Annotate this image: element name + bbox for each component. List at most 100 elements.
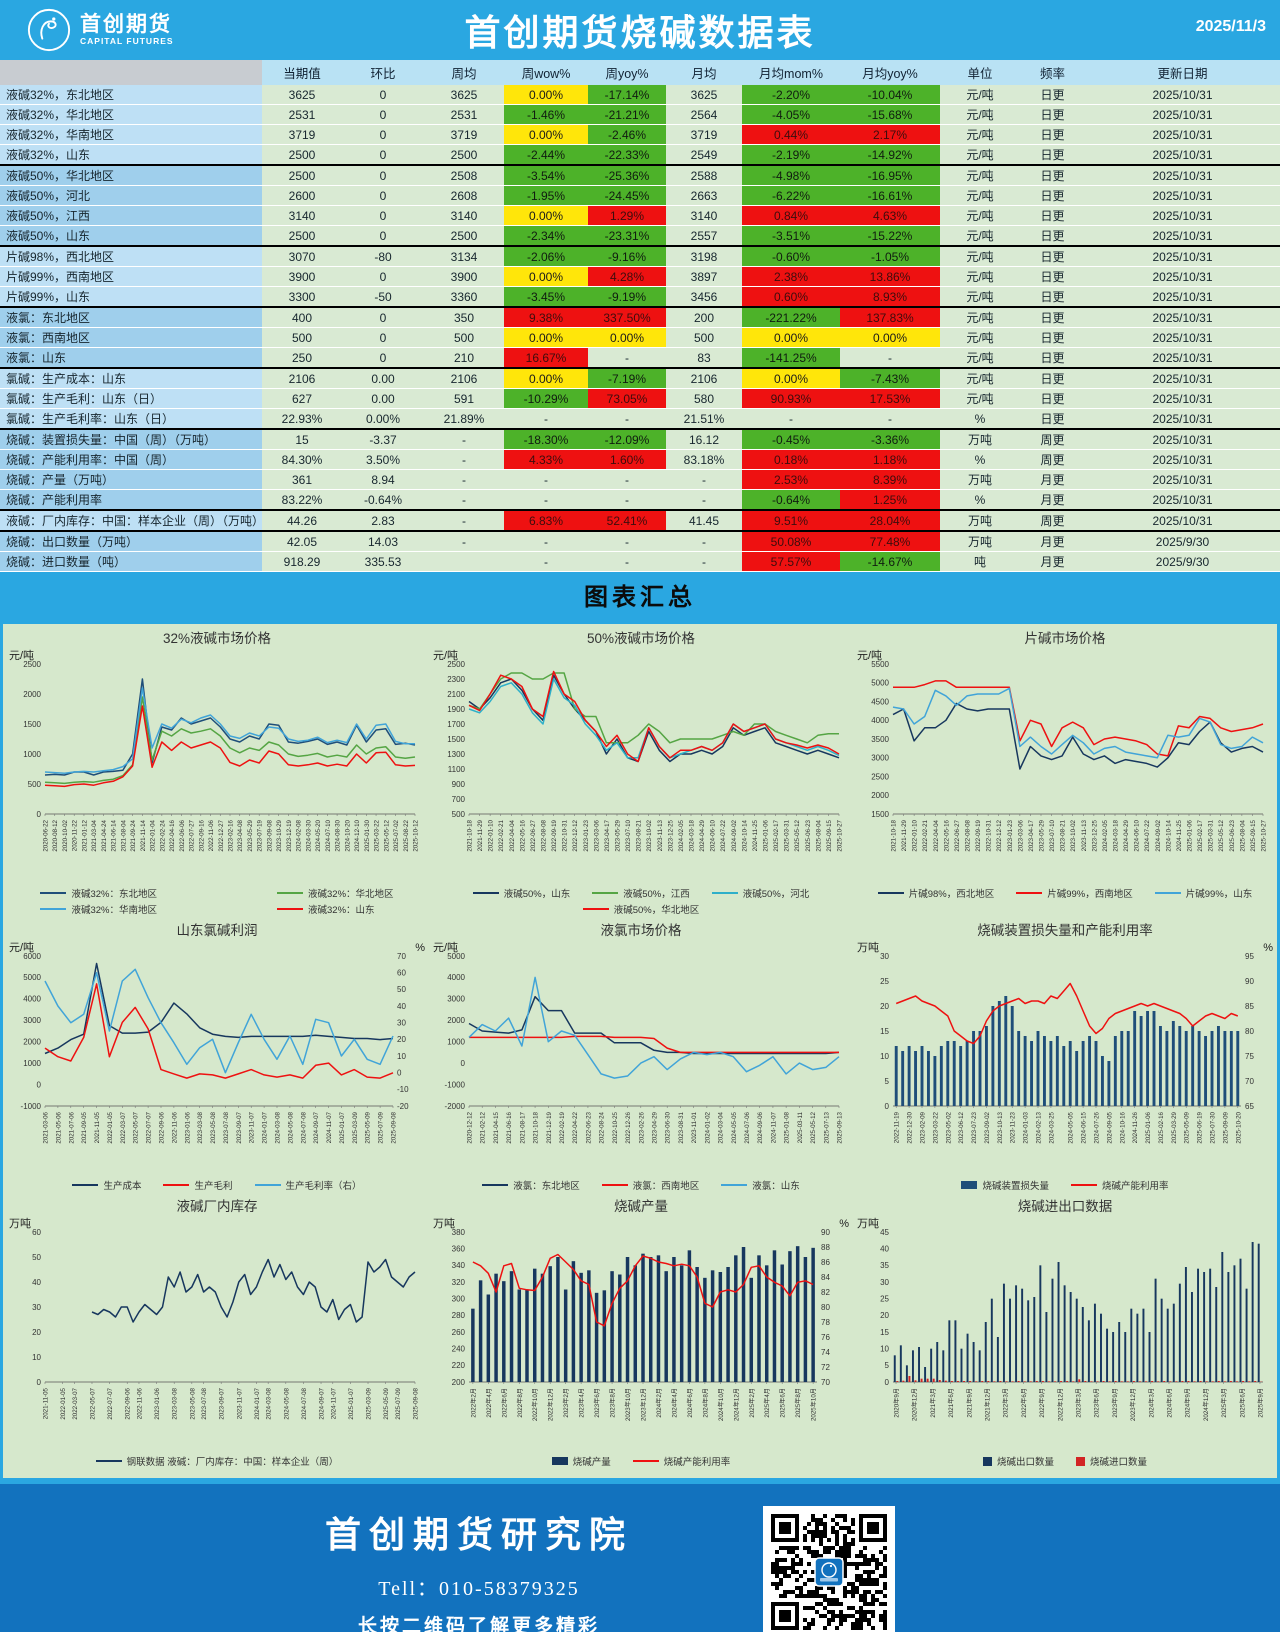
legend-label: 钢联数据 液碱：厂内库存：中国：样本企业（周） (126, 1457, 339, 1468)
table-cell: 44.26 (262, 510, 342, 532)
svg-text:2022-12-26: 2022-12-26 (625, 1111, 632, 1143)
svg-text:2020-10-02: 2020-10-02 (62, 819, 69, 851)
legend-item: 液碱32%：山东 (277, 902, 394, 916)
table-cell: 2500 (262, 165, 342, 186)
legend-item: 液氯：山东 (721, 1178, 800, 1192)
table-cell: 日更 (1020, 388, 1085, 409)
svg-text:1100: 1100 (448, 765, 466, 774)
table-cell: 2025/10/31 (1085, 185, 1280, 206)
chart-title: 烧碱产量 (614, 1199, 668, 1214)
svg-text:元/吨: 元/吨 (9, 941, 34, 954)
svg-text:2025-10-20: 2025-10-20 (1235, 1111, 1242, 1143)
svg-text:30: 30 (880, 952, 889, 961)
table-cell: - (840, 408, 940, 430)
svg-text:-1000: -1000 (445, 1080, 466, 1089)
table-cell: - (588, 408, 666, 430)
svg-text:700: 700 (452, 795, 466, 804)
chart-4: 山东氯碱利润 元/吨% -1000 0 1000 2000 3000 4000 5000 6000… (5, 922, 429, 1192)
table-cell: 2025/10/31 (1085, 205, 1280, 226)
table-cell: 0.18% (742, 449, 840, 470)
legend-label: 生产毛利 (194, 1181, 233, 1192)
svg-text:95: 95 (1245, 952, 1254, 961)
svg-text:2021-09-24: 2021-09-24 (130, 819, 137, 851)
svg-text:5000: 5000 (447, 952, 465, 961)
table-cell: 日更 (1020, 408, 1085, 430)
svg-text:2023-09-07: 2023-09-07 (219, 1387, 226, 1419)
svg-text:2021-11-14: 2021-11-14 (140, 819, 147, 851)
swan-logo-icon (27, 8, 71, 52)
svg-text:2023-08-21: 2023-08-21 (636, 819, 643, 851)
svg-text:2024-03-08: 2024-03-08 (275, 1111, 282, 1143)
svg-text:2024-03-04: 2024-03-04 (718, 1111, 725, 1143)
chart-title: 片碱市场价格 (1024, 631, 1106, 646)
table-cell: 0.00% (840, 327, 940, 348)
svg-text:2025-01-06: 2025-01-06 (1145, 1111, 1152, 1143)
footer-tel: Tell：010-58379325 (378, 1578, 580, 1600)
svg-text:2023年10月: 2023年10月 (624, 1388, 632, 1421)
table-cell: 日更 (1020, 144, 1085, 166)
svg-text:元/吨: 元/吨 (433, 941, 458, 954)
svg-text:80: 80 (821, 1303, 830, 1312)
table-cell: 3140 (666, 205, 742, 226)
svg-text:2021-05-06: 2021-05-06 (55, 1111, 62, 1143)
legend-label: 片碱98%，西北地区 (908, 889, 995, 900)
table-cell: 日更 (1020, 205, 1085, 226)
legend-item: 烧碱进口数量 (1076, 1454, 1147, 1468)
svg-text:500: 500 (452, 810, 466, 819)
svg-text:4000: 4000 (447, 973, 465, 982)
svg-text:2022-01-05: 2022-01-05 (60, 1387, 67, 1419)
svg-text:2024-07-08: 2024-07-08 (301, 1387, 308, 1419)
footer-banner: 首创期货研究院 Tell：010-58379325 长按二维码了解更多精彩 (0, 1484, 1280, 1632)
svg-text:86: 86 (821, 1258, 830, 1267)
svg-text:2024年8月: 2024年8月 (701, 1388, 709, 1418)
svg-text:2023-12-25: 2023-12-25 (1091, 819, 1098, 851)
svg-text:2023年2月: 2023年2月 (562, 1388, 570, 1418)
table-cell: 0.00% (504, 124, 588, 145)
svg-text:2023-03-06: 2023-03-06 (1017, 819, 1024, 851)
svg-text:2025-03-11: 2025-03-11 (797, 1111, 804, 1143)
svg-text:2025-05-12: 2025-05-12 (794, 819, 801, 851)
table-cell: 14.03 (342, 531, 424, 552)
chart-legend: 液碱50%，山东 液碱50%，江西 液碱50%，河北 液碱50%，华北地区 (429, 886, 853, 916)
table-cell: 0.00% (588, 327, 666, 348)
svg-text:2022年12月: 2022年12月 (547, 1388, 555, 1421)
table-cell: 83.22% (262, 489, 342, 511)
chart-title: 50%液碱市场价格 (586, 631, 696, 646)
svg-text:2024-11-07: 2024-11-07 (770, 1111, 777, 1143)
svg-text:260: 260 (452, 1328, 466, 1337)
svg-text:2022-01-10: 2022-01-10 (488, 819, 495, 851)
table-cell: -0.45% (742, 429, 840, 450)
svg-text:2025年3月: 2025年3月 (1220, 1388, 1228, 1418)
chart-svg: 元/吨 500 700 900 1100 1300 1500 1700 1900 2100 2300… (433, 649, 844, 852)
svg-text:2021-11-05: 2021-11-05 (94, 1111, 101, 1143)
table-cell: -3.54% (504, 165, 588, 186)
svg-text:2022-11-19: 2022-11-19 (894, 1111, 901, 1143)
svg-text:2023-07-10: 2023-07-10 (625, 819, 632, 851)
svg-text:2021-04-24: 2021-04-24 (101, 819, 108, 851)
chart-svg: 万吨 0 10 20 30 40 50 60 2021-11-05 2022-01-05 2022-… (9, 1217, 420, 1420)
svg-text:40: 40 (32, 1278, 41, 1287)
svg-text:-1000: -1000 (21, 1102, 42, 1111)
legend-label: 液氯：西南地区 (632, 1181, 700, 1192)
svg-text:2025-07-09: 2025-07-09 (395, 1387, 402, 1419)
chart-legend: 片碱98%，西北地区 片碱99%，西南地区 片碱99%，山东 (853, 886, 1277, 900)
table-header-row: 当期值 环比 周均 周wow% 周yoy% 月均 月均mom% 月均yoy% 单位 频率 更新日期 (0, 60, 1280, 85)
svg-text:84: 84 (821, 1273, 830, 1282)
table-cell: 0.00% (504, 327, 588, 348)
svg-text:60: 60 (32, 1228, 41, 1237)
svg-text:2021-08-04: 2021-08-04 (120, 819, 127, 851)
svg-text:82: 82 (821, 1288, 830, 1297)
table-cell: 0.00% (742, 368, 840, 389)
table-cell: 月更 (1020, 551, 1085, 572)
table-cell: 元/吨 (940, 266, 1020, 287)
svg-text:2023-10-02: 2023-10-02 (646, 819, 653, 851)
svg-text:2025年10月: 2025年10月 (810, 1388, 818, 1421)
chart-legend: 钢联数据 液碱：厂内库存：中国：样本企业（周） (5, 1454, 429, 1468)
table-cell: 3719 (666, 124, 742, 145)
row-label: 液碱32%，华南地区 (0, 124, 262, 145)
table-cell: 0.00 (342, 368, 424, 389)
table-cell: 2531 (424, 104, 504, 125)
table-cell: - (742, 408, 840, 430)
table-cell: 3.50% (342, 449, 424, 470)
svg-text:2021-11-29: 2021-11-29 (901, 819, 908, 851)
